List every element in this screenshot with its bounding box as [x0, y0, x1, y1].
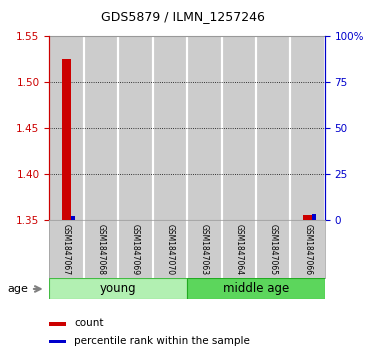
Bar — [291, 36, 325, 220]
Bar — [84, 36, 118, 220]
FancyBboxPatch shape — [187, 278, 325, 299]
Text: young: young — [100, 282, 137, 295]
Text: GSM1847064: GSM1847064 — [234, 224, 243, 276]
Text: age: age — [7, 284, 28, 294]
Text: GSM1847068: GSM1847068 — [96, 224, 105, 275]
Text: GSM1847063: GSM1847063 — [200, 224, 209, 276]
FancyBboxPatch shape — [49, 278, 187, 299]
Bar — [62, 59, 71, 220]
Bar — [49, 340, 66, 343]
Bar — [118, 36, 153, 220]
Bar — [303, 215, 312, 220]
Text: percentile rank within the sample: percentile rank within the sample — [74, 336, 250, 346]
Text: GSM1847070: GSM1847070 — [165, 224, 174, 276]
Bar — [49, 322, 66, 326]
Text: GSM1847066: GSM1847066 — [303, 224, 312, 276]
Bar — [187, 36, 222, 220]
Text: middle age: middle age — [223, 282, 289, 295]
Bar — [312, 214, 316, 220]
Text: GSM1847069: GSM1847069 — [131, 224, 140, 276]
Text: GDS5879 / ILMN_1257246: GDS5879 / ILMN_1257246 — [101, 10, 264, 23]
Text: count: count — [74, 318, 104, 329]
Text: GSM1847067: GSM1847067 — [62, 224, 71, 276]
Bar — [71, 216, 75, 220]
Bar — [222, 36, 256, 220]
Text: GSM1847065: GSM1847065 — [269, 224, 278, 276]
Bar — [256, 36, 291, 220]
Bar — [49, 36, 84, 220]
Bar — [153, 36, 187, 220]
